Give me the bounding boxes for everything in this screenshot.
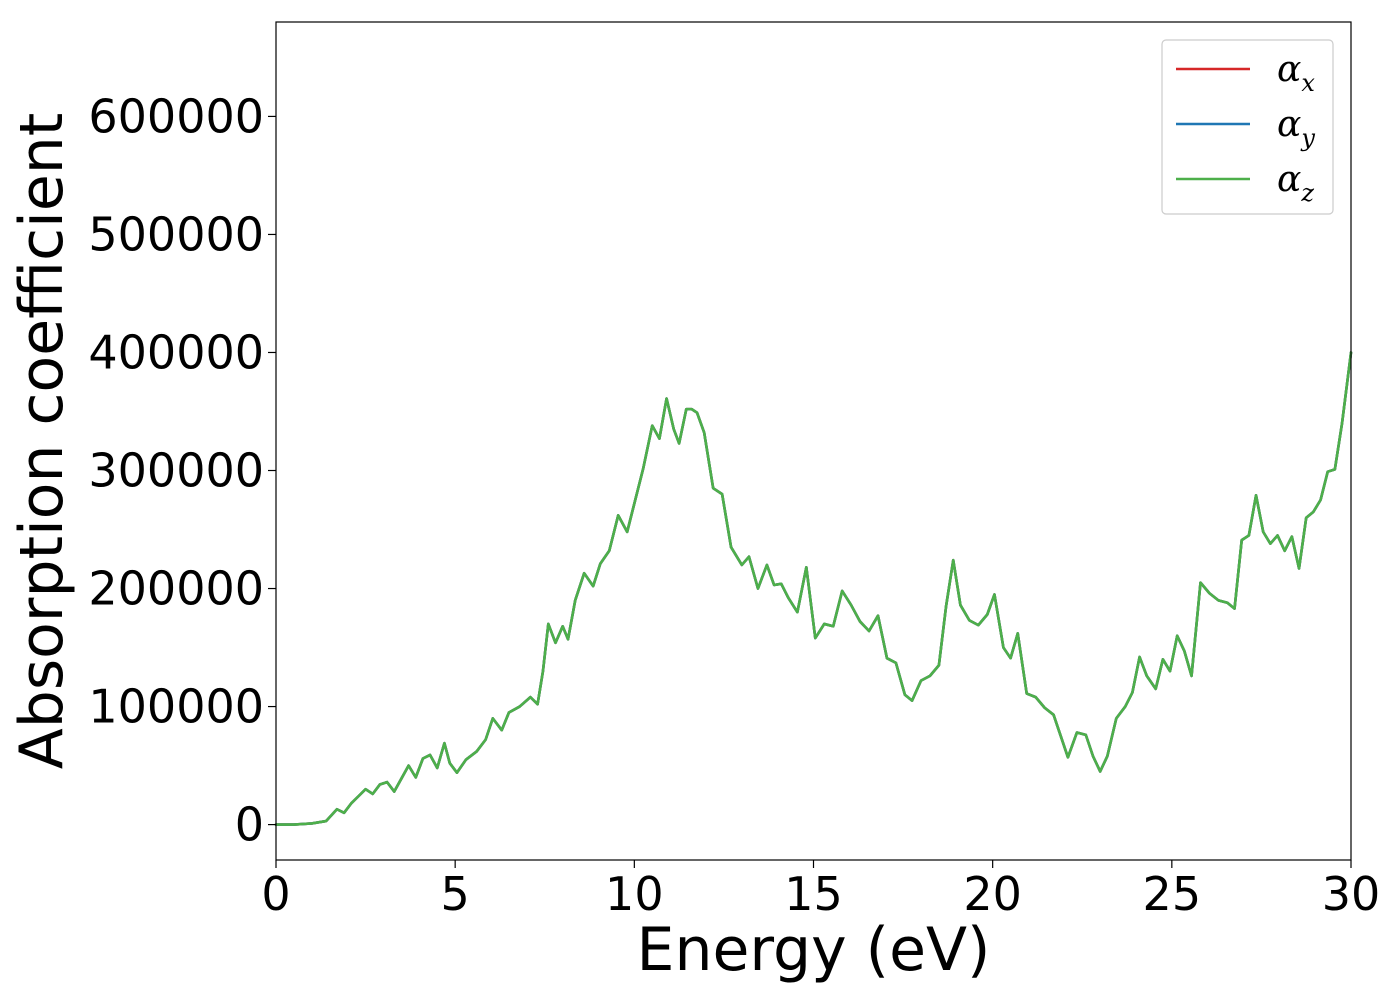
x-tick-label: 25: [1143, 867, 1202, 921]
legend: αx αy αz: [1161, 39, 1334, 215]
legend-label-y: αy: [1277, 104, 1315, 152]
y-tick-label: 500000: [88, 207, 264, 261]
x-axis-ticks: 0 5 10 15 20 25 30: [261, 860, 1380, 921]
y-tick-label: 300000: [88, 444, 264, 498]
x-tick-label: 10: [605, 867, 664, 921]
x-tick-label: 15: [784, 867, 843, 921]
x-tick-label: 30: [1322, 867, 1381, 921]
y-tick-label: 400000: [88, 325, 264, 379]
y-axis-ticks: 0 100000 200000 300000 400000 500000 600000: [88, 89, 276, 852]
y-tick-label: 200000: [88, 562, 264, 616]
y-axis-title: Absorption coefficient: [7, 113, 77, 770]
x-tick-label: 5: [441, 867, 470, 921]
plot-frame: [275, 21, 1352, 861]
legend-box: [1161, 39, 1334, 215]
x-tick-label: 20: [963, 867, 1022, 921]
legend-label-z: αz: [1277, 159, 1314, 207]
x-axis-title: Energy (eV): [637, 915, 991, 985]
series-line-z: [274, 351, 1353, 826]
y-tick-label: 600000: [88, 89, 264, 143]
legend-label-x: αx: [1277, 49, 1315, 97]
y-tick-label: 100000: [88, 680, 264, 734]
x-tick-label: 0: [261, 867, 290, 921]
y-tick-label: 0: [235, 798, 264, 852]
series-layer: [274, 351, 1353, 826]
